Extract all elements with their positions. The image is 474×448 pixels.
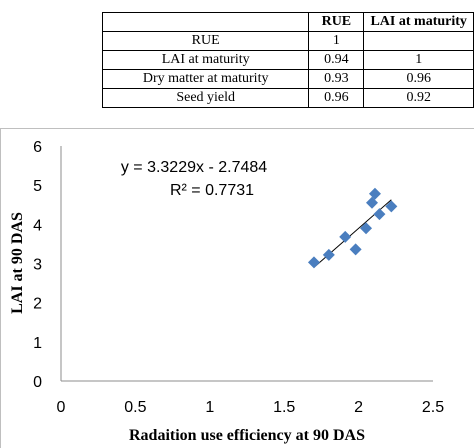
y-axis-label: LAI at 90 DAS (9, 212, 26, 314)
x-axis-label: Radaition use efficiency at 90 DAS (129, 427, 365, 444)
y-tick-label: 4 (33, 217, 42, 234)
x-tick-label: 0.5 (124, 399, 146, 416)
y-tick-label: 2 (33, 296, 42, 313)
trend-r-squared: R² = 0.7731 (170, 182, 254, 199)
table-row: Seed yield 0.96 0.92 (101, 88, 474, 108)
y-tick-label: 5 (33, 178, 42, 195)
data-point (373, 208, 386, 221)
x-tick-label: 2.5 (422, 399, 444, 416)
x-tick-label: 0 (57, 399, 66, 416)
table-header-row: RUE LAI at maturity (101, 12, 474, 32)
table-cell: 0.96 (308, 88, 365, 108)
data-point (368, 187, 381, 200)
data-point (385, 200, 398, 213)
data-point (339, 230, 352, 243)
table-cell: 0.92 (363, 88, 474, 108)
data-points (307, 187, 398, 269)
data-point (322, 248, 335, 261)
data-point (365, 196, 378, 209)
x-tick-label: 2 (354, 399, 363, 416)
trend-equation: y = 3.3229x - 2.7484 (121, 159, 267, 176)
table-cell: Seed yield (101, 88, 310, 108)
table-row: Dry matter at maturity 0.93 0.96 (101, 69, 474, 89)
y-tick-label: 6 (33, 139, 42, 156)
y-tick-label: 3 (33, 257, 42, 274)
data-point (307, 256, 320, 269)
x-tick-label: 1.5 (273, 399, 295, 416)
table-cell: Dry matter at maturity (101, 69, 310, 89)
y-tick-label: 1 (33, 335, 42, 352)
data-point (360, 222, 373, 235)
y-tick-label: 0 (33, 374, 42, 391)
x-tick-label: 1 (205, 399, 214, 416)
tick-labels: 0 1 2 3 4 5 6 0 0.5 1 1.5 2 2.5 (33, 139, 444, 416)
table-cell: 0.93 (308, 69, 365, 89)
correlation-table: RUE LAI at maturity RUE 1 LAI at maturit… (101, 12, 474, 108)
axes (60, 146, 433, 382)
data-point (349, 243, 362, 256)
chart-frame (0, 128, 474, 448)
